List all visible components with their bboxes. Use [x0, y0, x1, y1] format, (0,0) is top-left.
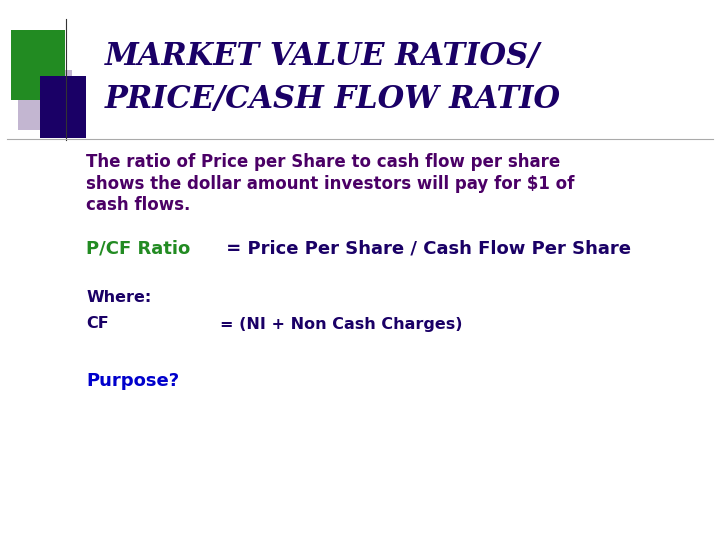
Text: PRICE/CASH FLOW RATIO: PRICE/CASH FLOW RATIO	[104, 84, 561, 116]
Text: = Price Per Share / Cash Flow Per Share: = Price Per Share / Cash Flow Per Share	[220, 239, 631, 258]
Text: Where:: Where:	[86, 289, 152, 305]
Text: = (NI + Non Cash Charges): = (NI + Non Cash Charges)	[220, 316, 462, 332]
Text: MARKET VALUE RATIOS/: MARKET VALUE RATIOS/	[104, 41, 540, 72]
Text: shows the dollar amount investors will pay for $1 of: shows the dollar amount investors will p…	[86, 174, 575, 193]
Text: P/CF Ratio: P/CF Ratio	[86, 239, 191, 258]
Bar	[18, 70, 72, 130]
Text: The ratio of Price per Share to cash flow per share: The ratio of Price per Share to cash flo…	[86, 153, 561, 171]
Text: Purpose?: Purpose?	[86, 372, 179, 390]
Text: cash flows.: cash flows.	[86, 196, 191, 214]
Bar	[11, 30, 65, 100]
Bar	[40, 76, 86, 138]
Text: CF: CF	[86, 316, 109, 332]
